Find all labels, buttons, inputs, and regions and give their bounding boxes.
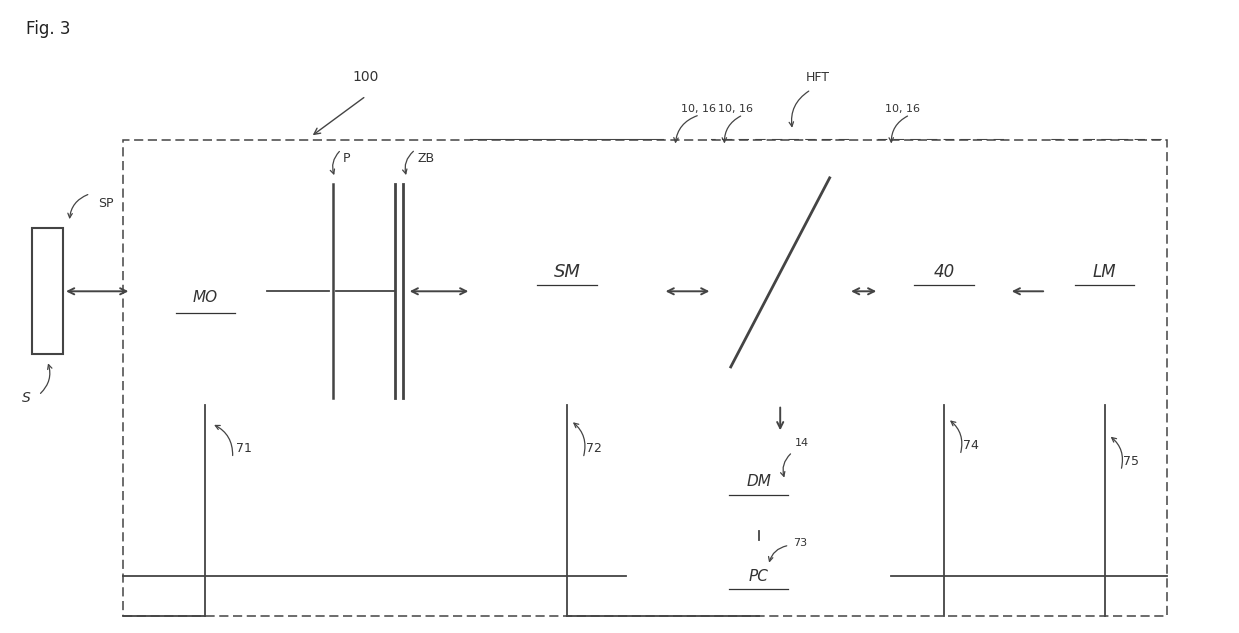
Bar	[626, 540, 892, 613]
Text: ZB: ZB	[418, 153, 435, 165]
Bar	[471, 140, 663, 404]
Text: 100: 100	[353, 70, 379, 84]
Bar	[688, 433, 830, 531]
Text: PC: PC	[748, 569, 768, 584]
Text: SP: SP	[98, 197, 113, 210]
Polygon shape	[131, 191, 268, 404]
Text: DM: DM	[746, 474, 771, 489]
Text: SM: SM	[554, 263, 580, 282]
Text: HFT: HFT	[805, 70, 829, 84]
Text: 74: 74	[963, 439, 979, 452]
Text: P: P	[343, 153, 351, 165]
Text: 40: 40	[933, 263, 954, 282]
Bar	[1046, 140, 1163, 404]
Text: LM: LM	[1093, 263, 1116, 282]
Text: Fig. 3: Fig. 3	[26, 20, 71, 38]
Bar	[123, 140, 1167, 616]
Text: 14: 14	[795, 437, 809, 448]
Bar	[880, 140, 1009, 404]
Text: S: S	[22, 391, 31, 405]
Text: 10, 16: 10, 16	[719, 104, 753, 113]
Bar	[32, 229, 63, 354]
Text: 72: 72	[586, 442, 601, 455]
Text: MO: MO	[193, 290, 218, 305]
Text: 10, 16: 10, 16	[681, 104, 716, 113]
Text: 73: 73	[793, 539, 808, 548]
Text: 10, 16: 10, 16	[886, 104, 921, 113]
Bar	[712, 140, 849, 404]
Text: 71: 71	[237, 442, 253, 455]
Text: 75: 75	[1124, 455, 1140, 468]
